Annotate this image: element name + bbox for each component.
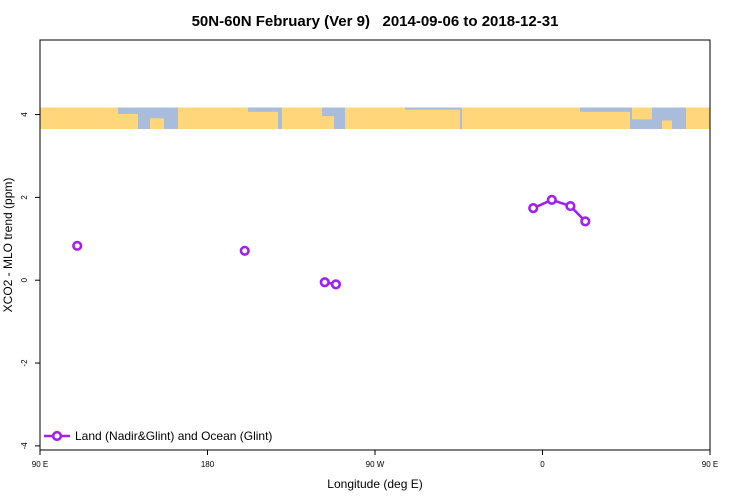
data-point [565, 200, 576, 212]
map-strip [40, 107, 710, 130]
y-tick-label: 2 [20, 195, 29, 200]
x-tick-label: 180 [201, 460, 215, 469]
y-tick-label: -2 [20, 359, 29, 367]
data-point [546, 194, 557, 205]
y-tick-label: -4 [20, 442, 29, 450]
y-axis: -4 -2 0 2 4 [20, 112, 40, 450]
land-patch [462, 107, 580, 130]
land-patch [322, 116, 334, 130]
y-axis-label: XCO2 - MLO trend (ppm) [1, 178, 15, 313]
chart-title: 50N-60N February (Ver 9) 2014-09-06 to 2… [192, 13, 559, 30]
legend-label: Land (Nadir&Glint) and Ocean (Glint) [75, 429, 272, 443]
land-patch [662, 120, 672, 130]
data-point [330, 279, 342, 290]
x-tick-label: 90 E [32, 460, 48, 469]
x-tick-label: 0 [540, 460, 545, 469]
x-axis-label: Longitude (deg E) [327, 477, 422, 491]
land-patch [632, 107, 652, 120]
land-patch [150, 118, 164, 130]
land-patch [580, 111, 630, 130]
series-line [532, 198, 587, 223]
series-layer [72, 194, 591, 290]
data-point [72, 240, 83, 251]
land-patch [178, 107, 248, 130]
land-patch [248, 111, 278, 130]
y-tick-label: 4 [20, 112, 29, 117]
land-patch [390, 109, 460, 130]
data-point [528, 203, 539, 214]
x-axis: 90 E 180 90 W 0 90 E [32, 450, 718, 469]
land-patch [686, 107, 710, 130]
x-tick-label: 90 E [702, 460, 718, 469]
map-strip-land [40, 107, 710, 130]
y-tick-label: 0 [20, 277, 29, 282]
legend-marker [51, 430, 63, 442]
data-point [580, 216, 591, 227]
land-patch [118, 113, 138, 130]
legend: Land (Nadir&Glint) and Ocean (Glint) [44, 429, 272, 443]
x-tick-label: 90 W [366, 460, 385, 469]
land-patch [282, 107, 322, 130]
land-patch [40, 107, 118, 130]
data-point [239, 245, 250, 256]
plot-frame [39, 39, 711, 451]
data-point [319, 277, 330, 288]
